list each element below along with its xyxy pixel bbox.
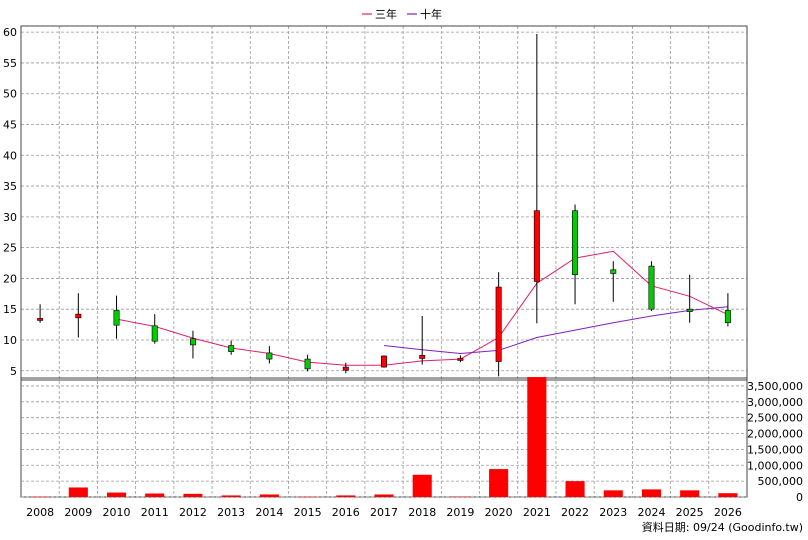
candle-body bbox=[151, 325, 158, 342]
volume-bar bbox=[412, 474, 432, 497]
x-tick-label: 2017 bbox=[370, 506, 398, 519]
volume-tick-label: 3,000,000 bbox=[747, 396, 803, 409]
candle-body bbox=[75, 313, 82, 319]
source-note: 資料日期: 09/24 (Goodinfo.tw) bbox=[642, 520, 803, 534]
volume-panel-frame bbox=[20, 377, 748, 498]
price-tick-label: 10 bbox=[3, 334, 17, 347]
volume-tick-label: 1,500,000 bbox=[747, 443, 803, 456]
candle-body bbox=[533, 210, 540, 282]
candle-body bbox=[37, 318, 44, 321]
volume-bar bbox=[221, 495, 241, 497]
candle-body bbox=[266, 352, 273, 360]
volume-bar bbox=[718, 493, 738, 497]
volume-bar bbox=[68, 487, 88, 497]
volume-tick-label: 3,500,000 bbox=[747, 380, 803, 393]
candle-body bbox=[228, 345, 235, 352]
legend-label: 三年 bbox=[375, 7, 397, 21]
volume-bar bbox=[106, 492, 127, 497]
price-tick-label: 30 bbox=[3, 211, 17, 224]
candle-body bbox=[113, 310, 120, 326]
x-tick-label: 2022 bbox=[561, 506, 589, 519]
volume-bar bbox=[489, 469, 509, 497]
price-tick-label: 45 bbox=[3, 119, 17, 132]
x-tick-label: 2020 bbox=[485, 506, 513, 519]
candle-body bbox=[419, 355, 426, 359]
candle-body bbox=[724, 310, 731, 324]
volume-bars bbox=[30, 377, 738, 498]
volume-tick-label: 0 bbox=[796, 491, 803, 504]
candle-body bbox=[381, 355, 387, 368]
volume-bar bbox=[259, 494, 279, 497]
volume-bar bbox=[183, 493, 203, 497]
volume-bar bbox=[641, 489, 662, 497]
candle-body bbox=[686, 308, 693, 312]
x-tick-label: 2024 bbox=[637, 506, 665, 519]
price-tick-label: 55 bbox=[3, 57, 17, 70]
volume-tick-label: 500,000 bbox=[758, 475, 804, 488]
price-tick-label: 35 bbox=[3, 180, 17, 193]
candle-body bbox=[457, 358, 464, 361]
x-tick-label: 2014 bbox=[255, 506, 283, 519]
x-tick-label: 2015 bbox=[294, 506, 322, 519]
volume-bar bbox=[565, 481, 585, 497]
volume-bar bbox=[680, 490, 700, 497]
volume-tick-label: 2,500,000 bbox=[747, 412, 803, 425]
price-tick-label: 20 bbox=[3, 272, 17, 285]
x-tick-label: 2023 bbox=[599, 506, 627, 519]
volume-bar bbox=[336, 495, 356, 497]
x-tick-label: 2013 bbox=[217, 506, 245, 519]
legend: 三年 十年 bbox=[362, 7, 442, 21]
volume-bar bbox=[527, 377, 547, 497]
price-grid bbox=[20, 25, 748, 498]
x-axis: 2008 2009 2010 2011 2012 2013 2014 2015 2016 2017… bbox=[26, 506, 742, 519]
x-tick-label: 2012 bbox=[179, 506, 207, 519]
x-tick-label: 2025 bbox=[676, 506, 704, 519]
volume-bar bbox=[603, 490, 623, 497]
x-tick-label: 2009 bbox=[64, 506, 92, 519]
series-line-十年 bbox=[383, 306, 728, 355]
x-tick-label: 2019 bbox=[446, 506, 474, 519]
volume-grid bbox=[21, 385, 747, 498]
volume-bar bbox=[145, 493, 165, 497]
price-tick-label: 50 bbox=[3, 88, 17, 101]
candle-body bbox=[189, 338, 196, 346]
x-tick-label: 2018 bbox=[408, 506, 436, 519]
volume-tick-label: 1,000,000 bbox=[747, 459, 803, 472]
volume-bar bbox=[30, 496, 50, 498]
candle-body bbox=[342, 366, 349, 371]
legend-label: 十年 bbox=[420, 7, 442, 21]
candle-body bbox=[610, 269, 617, 274]
volume-bar bbox=[374, 494, 394, 497]
price-tick-label: 60 bbox=[3, 26, 17, 39]
price-tick-label: 15 bbox=[3, 303, 17, 316]
candlesticks bbox=[37, 34, 731, 377]
price-tick-label: 5 bbox=[10, 365, 17, 378]
price-tick-label: 25 bbox=[3, 242, 17, 255]
candle-body bbox=[304, 358, 311, 370]
x-tick-label: 2016 bbox=[332, 506, 360, 519]
price-y-axis: 5 10 15 20 25 30 35 40 45 50 55 60 bbox=[3, 26, 17, 378]
candle-body bbox=[495, 286, 502, 362]
volume-bar bbox=[298, 496, 318, 498]
candle-body bbox=[572, 210, 579, 276]
price-panel-frame bbox=[20, 25, 748, 381]
volume-tick-label: 2,000,000 bbox=[747, 428, 803, 441]
x-tick-label: 2008 bbox=[26, 506, 54, 519]
x-tick-label: 2026 bbox=[714, 506, 742, 519]
volume-bar bbox=[450, 496, 470, 498]
x-tick-label: 2011 bbox=[141, 506, 169, 519]
x-tick-label: 2010 bbox=[103, 506, 131, 519]
price-tick-label: 40 bbox=[3, 149, 17, 162]
candle-body bbox=[648, 265, 655, 310]
x-tick-label: 2021 bbox=[523, 506, 551, 519]
volume-y-axis: 0 500,000 1,000,000 1,500,000 2,000,000 2,500… bbox=[747, 380, 803, 504]
